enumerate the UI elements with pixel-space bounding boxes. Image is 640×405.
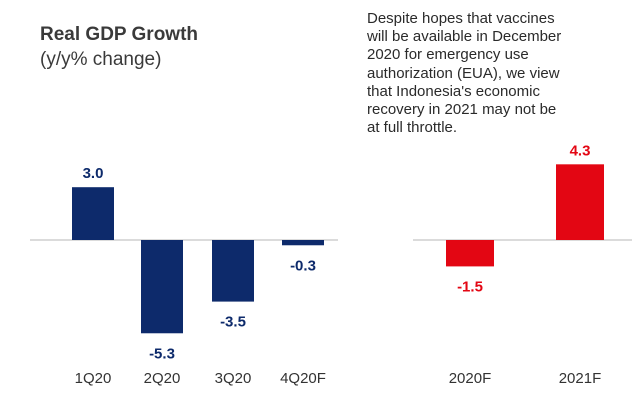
quarterly-tick-label: 1Q20 xyxy=(75,370,112,387)
quarterly-tick-label: 2Q20 xyxy=(144,370,181,387)
annual-value-label: -1.5 xyxy=(457,278,483,295)
annual-tick-label: 2020F xyxy=(449,370,492,387)
annual-bar-2020f xyxy=(446,240,494,267)
quarterly-bar-1q20 xyxy=(72,187,114,240)
annual-bar-2021f xyxy=(556,164,604,240)
quarterly-bar-2q20 xyxy=(141,240,183,334)
quarterly-value-label: -3.5 xyxy=(220,314,246,331)
quarterly-bar-4q20f xyxy=(282,240,324,246)
annual-value-label: 4.3 xyxy=(570,142,591,159)
quarterly-value-label: -0.3 xyxy=(290,257,316,274)
quarterly-bar-3q20 xyxy=(212,240,254,302)
chart-subtitle: (y/y% change) xyxy=(40,49,162,70)
annual-forecast-chart: -1.5 2020F 4.3 2021F xyxy=(413,142,632,387)
chart-title: Real GDP Growth xyxy=(40,24,199,45)
quarterly-tick-label: 3Q20 xyxy=(215,370,252,387)
quarterly-chart: 3.0 1Q20 -5.3 2Q20 -3.5 3Q20 -0.3 4Q20F xyxy=(30,165,338,387)
commentary-note: Despite hopes that vaccines will be avai… xyxy=(367,10,562,137)
quarterly-tick-label: 4Q20F xyxy=(280,370,326,387)
annual-tick-label: 2021F xyxy=(559,370,602,387)
quarterly-value-label: -5.3 xyxy=(149,345,175,362)
quarterly-value-label: 3.0 xyxy=(83,165,104,182)
